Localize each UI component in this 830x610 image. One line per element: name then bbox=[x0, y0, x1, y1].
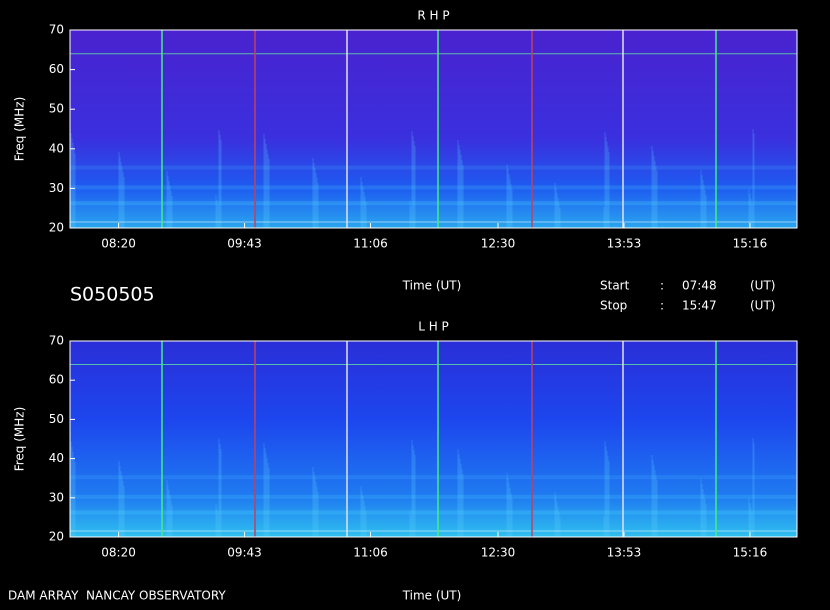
x-tick-label: 11:06 bbox=[353, 237, 388, 251]
x-tick-label: 15:16 bbox=[733, 237, 768, 251]
x-tick-label: 09:43 bbox=[227, 237, 262, 251]
x-tick-label: 12:30 bbox=[481, 546, 516, 560]
band bbox=[70, 201, 797, 206]
unit: (UT) bbox=[750, 279, 775, 293]
y-tick-label: 70 bbox=[49, 334, 64, 348]
y-tick-label: 30 bbox=[49, 181, 64, 195]
panel-title: L H P bbox=[418, 320, 449, 334]
x-label: Time (UT) bbox=[402, 589, 462, 603]
panel-title: R H P bbox=[417, 9, 449, 23]
start-label: Start bbox=[600, 279, 630, 293]
stop-time: 15:47 bbox=[682, 299, 717, 313]
y-tick-label: 60 bbox=[49, 373, 64, 387]
separator: : bbox=[660, 299, 664, 313]
y-tick-label: 70 bbox=[49, 23, 64, 37]
separator: : bbox=[660, 279, 664, 293]
y-tick-label: 30 bbox=[49, 490, 64, 504]
x-tick-label: 11:06 bbox=[353, 546, 388, 560]
frame bbox=[69, 29, 798, 229]
frame bbox=[69, 340, 798, 538]
y-tick-label: 60 bbox=[49, 62, 64, 76]
unit: (UT) bbox=[750, 299, 775, 313]
x-tick-label: 12:30 bbox=[481, 237, 516, 251]
y-tick-label: 40 bbox=[49, 451, 64, 465]
x-tick-label: 08:20 bbox=[101, 546, 136, 560]
x-tick-label: 08:20 bbox=[101, 237, 136, 251]
y-tick-label: 40 bbox=[49, 141, 64, 155]
y-tick-label: 20 bbox=[49, 530, 64, 544]
band bbox=[70, 510, 797, 515]
start-time: 07:48 bbox=[682, 279, 717, 293]
band bbox=[70, 475, 797, 480]
band bbox=[70, 185, 797, 190]
x-tick-label: 15:16 bbox=[733, 546, 768, 560]
spectrogram bbox=[70, 341, 797, 537]
x-tick-label: 13:53 bbox=[607, 546, 642, 560]
spectrogram bbox=[70, 30, 797, 228]
y-tick-label: 50 bbox=[49, 102, 64, 116]
session-id: S050505 bbox=[70, 284, 155, 306]
x-label: Time (UT) bbox=[402, 279, 462, 293]
y-tick-label: 50 bbox=[49, 412, 64, 426]
band bbox=[70, 165, 797, 170]
y-label: Freq (MHz) bbox=[13, 97, 27, 162]
y-tick-label: 20 bbox=[49, 221, 64, 235]
band bbox=[70, 494, 797, 499]
x-tick-label: 13:53 bbox=[607, 237, 642, 251]
x-tick-label: 09:43 bbox=[227, 546, 262, 560]
y-label: Freq (MHz) bbox=[13, 407, 27, 472]
stop-label: Stop bbox=[600, 299, 627, 313]
footer: DAM ARRAY NANCAY OBSERVATORY bbox=[8, 589, 226, 603]
